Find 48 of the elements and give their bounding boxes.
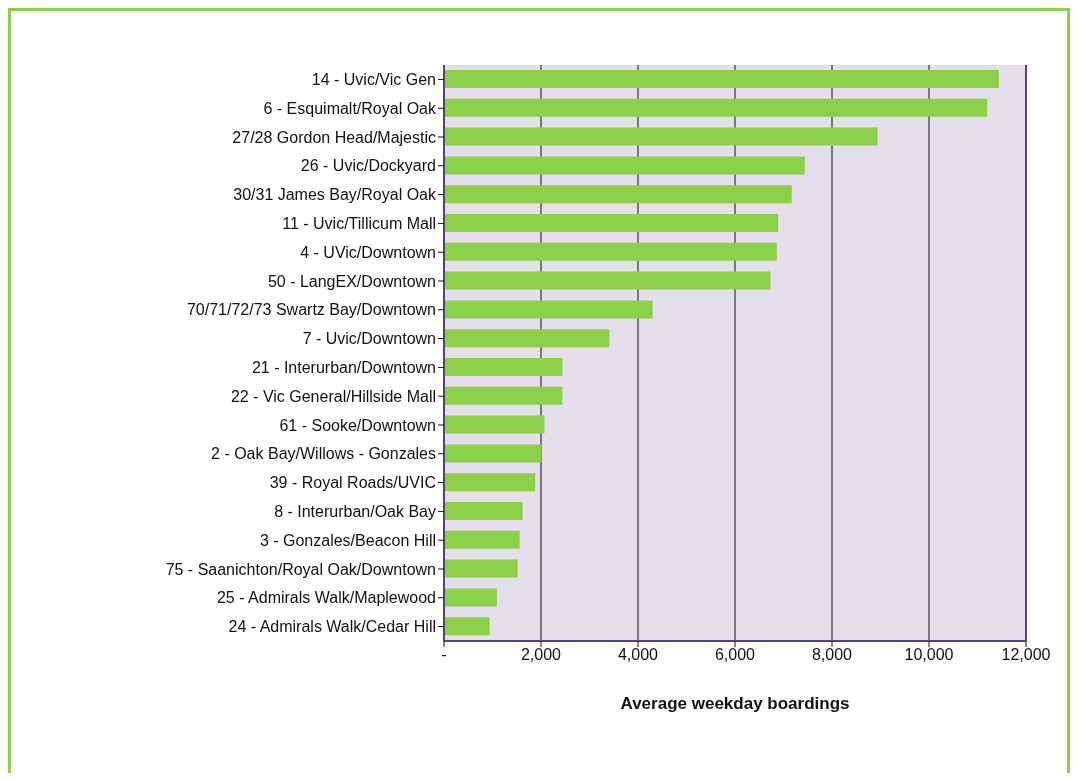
bar xyxy=(444,530,520,549)
bar xyxy=(444,70,999,88)
x-tick-label: 4,000 xyxy=(617,646,659,664)
x-tick-label: 12,000 xyxy=(1001,646,1051,664)
bar xyxy=(444,502,523,520)
y-tick-label: 24 - Admirals Walk/Cedar Hill xyxy=(228,618,436,636)
y-tick-label: 27/28 Gordon Head/Majestic xyxy=(232,128,436,146)
bar xyxy=(444,156,805,175)
bar xyxy=(444,185,792,204)
bar xyxy=(444,415,545,434)
bar xyxy=(444,214,779,232)
bar xyxy=(444,358,563,376)
x-tick-label: 8,000 xyxy=(811,646,853,664)
bar xyxy=(444,98,988,117)
bar xyxy=(444,444,542,463)
y-tick-label: 8 - Interurban/Oak Bay xyxy=(274,503,436,521)
y-tick-label: 25 - Admirals Walk/Maplewood xyxy=(216,589,436,607)
y-tick-label: 3 - Gonzales/Beacon Hill xyxy=(259,531,436,549)
bar xyxy=(444,242,777,261)
y-tick-label: 26 - Uvic/Dockyard xyxy=(300,157,436,175)
y-tick-label: 30/31 James Bay/Royal Oak xyxy=(233,186,437,204)
bar xyxy=(444,329,610,348)
bar xyxy=(444,617,490,636)
y-tick-label: 39 - Royal Roads/UVIC xyxy=(269,474,436,492)
x-tick-label: - xyxy=(441,646,447,664)
x-axis-title: Average weekday boardings xyxy=(620,694,850,713)
x-tick-label: 10,000 xyxy=(904,646,954,664)
bar xyxy=(444,559,518,578)
y-tick-label: 7 - Uvic/Downtown xyxy=(302,330,436,348)
y-tick-label: 50 - LangEX/Downtown xyxy=(267,272,436,290)
y-tick-label: 2 - Oak Bay/Willows - Gonzales xyxy=(211,445,436,463)
bar xyxy=(444,127,878,146)
bar xyxy=(444,271,771,290)
y-tick-label: 6 - Esquimalt/Royal Oak xyxy=(263,99,437,117)
x-tick-label: 2,000 xyxy=(520,646,562,664)
bar xyxy=(444,386,563,405)
y-tick-label: 75 - Saanichton/Royal Oak/Downtown xyxy=(165,560,436,578)
bar xyxy=(444,473,536,492)
bar xyxy=(444,300,653,319)
y-tick-label: 4 - UVic/Downtown xyxy=(300,243,436,261)
y-tick-label: 11 - Uvic/Tillicum Mall xyxy=(282,215,436,233)
bar xyxy=(444,588,497,607)
y-tick-label: 14 - Uvic/Vic Gen xyxy=(311,71,436,89)
x-tick-label: 6,000 xyxy=(714,646,756,664)
y-tick-label: 70/71/72/73 Swartz Bay/Downtown xyxy=(186,301,436,319)
y-tick-label: 21 - Interurban/Downtown xyxy=(251,359,436,377)
y-tick-label: 22 - Vic General/Hillside Mall xyxy=(230,387,436,405)
y-tick-label: 61 - Sooke/Downtown xyxy=(279,416,436,434)
